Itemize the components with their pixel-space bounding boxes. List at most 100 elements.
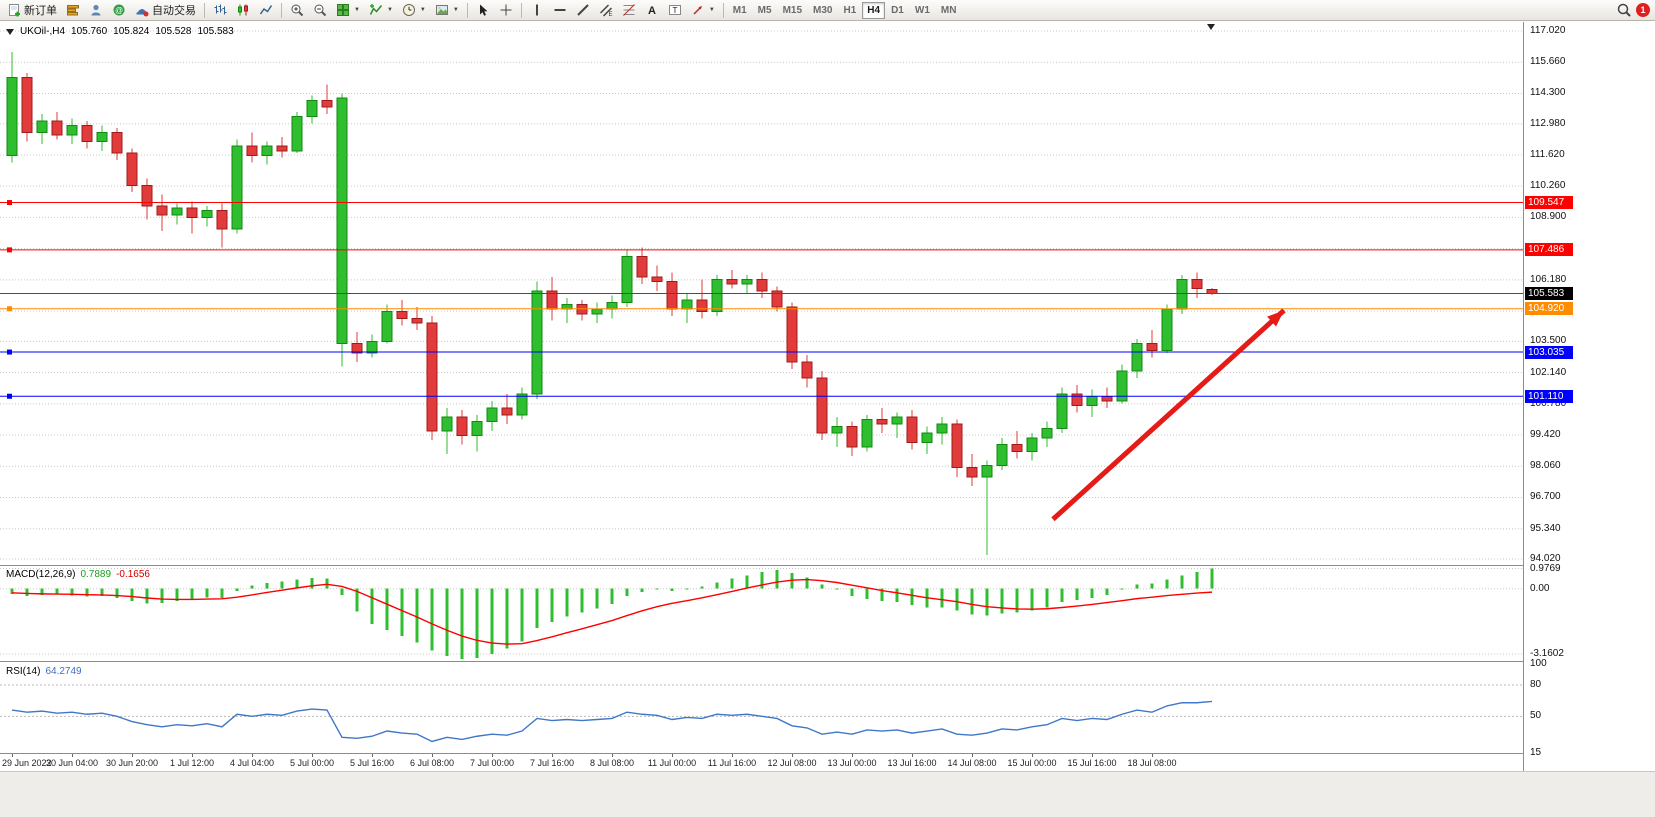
timeframe-mn[interactable]: MN <box>936 2 962 19</box>
candle-body <box>426 322 438 432</box>
fibonacci-button[interactable] <box>618 1 640 20</box>
line-handle[interactable] <box>7 393 12 399</box>
timeframe-m5[interactable]: M5 <box>753 2 777 19</box>
indicators-button[interactable]: ▼ <box>365 1 397 20</box>
trend-arrow[interactable] <box>1051 308 1286 522</box>
svg-text:A: A <box>648 5 656 17</box>
channel-button[interactable]: E <box>595 1 617 20</box>
clock-icon <box>402 3 416 17</box>
candle-body <box>741 278 753 285</box>
price-tick-label: 114.300 <box>1530 87 1566 99</box>
ohlc-high: 105.824 <box>113 26 150 37</box>
community-button[interactable] <box>85 1 107 20</box>
zoom-out-icon <box>313 3 327 17</box>
vertical-line-button[interactable] <box>526 1 548 20</box>
time-label: 7 Jul 00:00 <box>469 758 515 768</box>
price-tick-label: 112.980 <box>1530 117 1566 129</box>
candle-body <box>51 120 63 136</box>
time-tick <box>372 754 373 757</box>
rsi-panel[interactable] <box>0 664 1523 753</box>
rsi-label: RSI(14) 64.2749 <box>6 666 82 677</box>
mql5-button[interactable]: @ <box>108 1 130 20</box>
chart-menu-icon[interactable] <box>6 28 14 35</box>
price-tick-label: 111.620 <box>1530 148 1565 160</box>
crosshair-button[interactable] <box>495 1 517 20</box>
templates-button[interactable]: ▼ <box>431 1 463 20</box>
candle-body <box>441 416 453 432</box>
timeframe-w1[interactable]: W1 <box>910 2 935 19</box>
macd-panel[interactable] <box>0 567 1523 660</box>
toolbar-separator <box>466 2 468 18</box>
candle-body <box>756 278 768 292</box>
candlestick-chart-button[interactable] <box>232 1 254 20</box>
candle-body <box>501 407 513 416</box>
trendline-button[interactable] <box>572 1 594 20</box>
time-tick <box>852 754 853 757</box>
candle-body <box>666 281 678 310</box>
line-handle[interactable] <box>7 349 12 355</box>
macd-tick-label: 0.00 <box>1530 582 1550 594</box>
timeframe-h4[interactable]: H4 <box>862 1 886 19</box>
time-tick <box>312 754 313 757</box>
cursor-button[interactable] <box>472 1 494 20</box>
horizontal-line-button[interactable] <box>549 1 571 20</box>
text-button[interactable]: A <box>641 1 663 20</box>
time-tick <box>732 754 733 757</box>
candle-body <box>246 145 258 156</box>
terminal-strip <box>0 771 1655 817</box>
candle-body <box>531 290 543 395</box>
timeframe-m30[interactable]: M30 <box>808 2 837 19</box>
market-depth-icon <box>66 3 80 17</box>
market-depth-button[interactable] <box>62 1 84 20</box>
candle-body <box>321 99 333 108</box>
candle-body <box>636 255 648 278</box>
zoom-out-button[interactable] <box>309 1 331 20</box>
trend-arrow-head <box>1267 310 1284 327</box>
chart-shift-marker[interactable] <box>1207 24 1215 30</box>
panel-separator[interactable] <box>0 565 1523 566</box>
candle-body <box>201 210 213 218</box>
zoom-in-button[interactable] <box>286 1 308 20</box>
periods-button[interactable]: ▼ <box>398 1 430 20</box>
rsi-name: RSI(14) <box>6 666 41 677</box>
candle-body <box>276 145 288 152</box>
price-chart[interactable] <box>0 22 1523 565</box>
candle-body <box>711 278 723 313</box>
line-handle[interactable] <box>7 200 12 206</box>
time-tick <box>1092 754 1093 757</box>
line-handle[interactable] <box>7 247 12 253</box>
macd-value-main: 0.7889 <box>80 569 112 580</box>
time-label: 11 Jul 16:00 <box>707 758 757 768</box>
candle-body <box>1116 370 1128 402</box>
line-chart-button[interactable] <box>255 1 277 20</box>
price-axis[interactable]: 117.020 115.660 114.300 112.980 111.620 110.2… <box>1523 22 1655 771</box>
new-order-button[interactable]: 新订单 <box>3 1 61 20</box>
dropdown-caret: ▼ <box>708 7 715 13</box>
panel-separator[interactable] <box>0 661 1523 662</box>
price-tick-label: 106.180 <box>1530 273 1567 285</box>
search-button[interactable] <box>1613 1 1635 20</box>
timeframe-h1[interactable]: H1 <box>838 2 861 19</box>
candle-body <box>1161 308 1173 352</box>
indicators-icon <box>369 3 383 17</box>
line-handle[interactable] <box>7 306 12 312</box>
candle-body <box>651 276 663 283</box>
notification-badge[interactable]: 1 <box>1636 3 1650 17</box>
bar-chart-button[interactable] <box>209 1 231 20</box>
price-line-label: 105.583 <box>1525 287 1573 301</box>
new-order-label: 新订单 <box>24 5 57 17</box>
time-axis[interactable]: 29 Jun 2022 30 Jun 04:00 30 Jun 20:00 1 Jul… <box>0 753 1523 772</box>
trendline-icon <box>576 3 590 17</box>
candle-body <box>36 120 48 133</box>
shapes-button[interactable]: ▼ <box>687 1 719 20</box>
tile-windows-button[interactable]: ▼ <box>332 1 364 20</box>
time-tick <box>432 754 433 757</box>
candle-body <box>996 444 1008 466</box>
timeframe-m15[interactable]: M15 <box>778 2 807 19</box>
text-label-button[interactable]: T <box>664 1 686 20</box>
auto-trading-button[interactable]: 自动交易 <box>131 1 200 20</box>
timeframe-m1[interactable]: M1 <box>728 2 752 19</box>
timeframe-d1[interactable]: D1 <box>886 2 909 19</box>
candle-body <box>81 125 93 143</box>
candle-body <box>876 418 888 425</box>
